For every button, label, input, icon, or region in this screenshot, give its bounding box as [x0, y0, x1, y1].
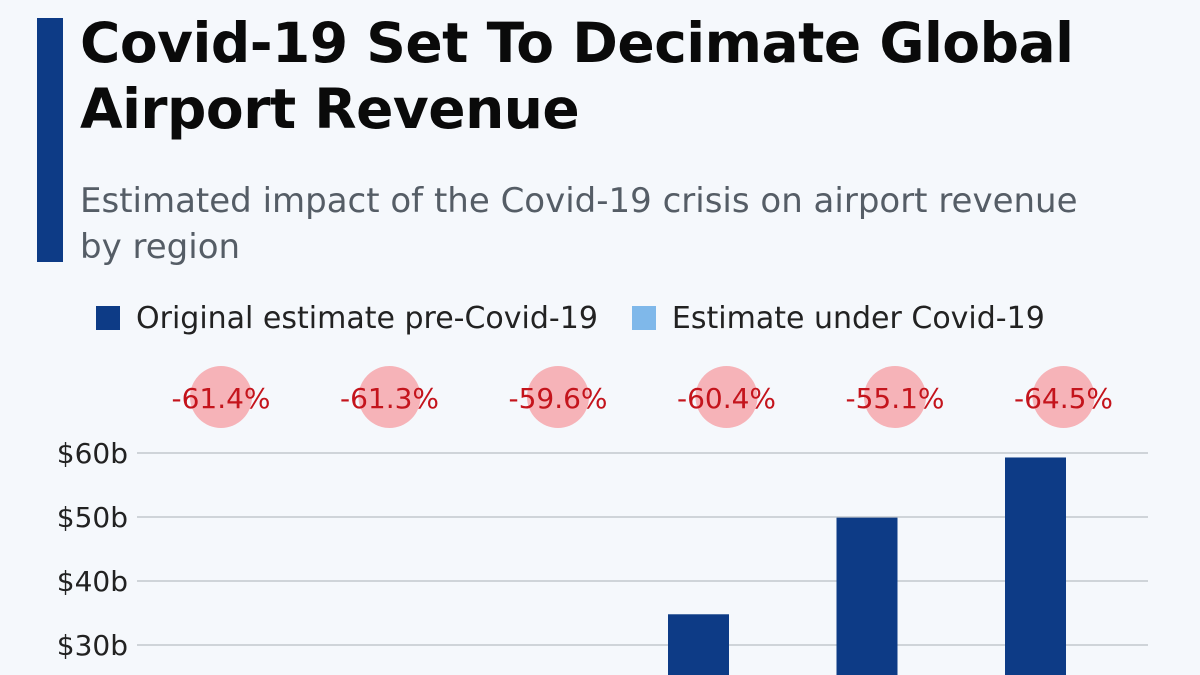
legend-swatch-original: [96, 306, 120, 330]
legend-item-covid: Estimate under Covid-19: [631, 300, 1045, 336]
bar-original: [668, 614, 729, 675]
change-label: -60.4%: [677, 382, 776, 415]
legend-item-original: Original estimate pre-Covid-19: [96, 301, 598, 336]
legend-label-covid: Estimate under Covid-19: [671, 300, 1045, 336]
bar-original: [836, 517, 898, 675]
chart-title: Covid-19 Set To Decimate Global Airport …: [80, 11, 1074, 141]
chart-subtitle: Estimated impact of the Covid-19 crisis …: [80, 181, 1078, 267]
y-tick-label: $50b: [57, 501, 128, 534]
change-label: -61.4%: [171, 382, 270, 415]
legend: Original estimate pre-Covid-19 Estimate …: [96, 298, 1079, 338]
change-bubble: [527, 366, 589, 428]
change-label: -55.1%: [845, 382, 944, 415]
accent-bar: [37, 18, 63, 262]
y-tick-label: $60b: [57, 437, 128, 470]
legend-label-original: Original estimate pre-Covid-19: [136, 300, 598, 336]
change-label: -59.6%: [508, 382, 607, 415]
change-label: -64.5%: [1014, 382, 1113, 415]
y-tick-label: $30b: [57, 629, 128, 662]
y-tick-label: $40b: [57, 565, 128, 598]
change-bubble: [1032, 366, 1095, 428]
change-label: -61.3%: [340, 382, 439, 415]
change-bubble: [864, 366, 926, 428]
change-bubble: [695, 366, 758, 428]
legend-swatch-covid: [631, 306, 656, 330]
change-bubble: [190, 366, 252, 428]
change-bubble: [358, 366, 421, 428]
bar-original: [1005, 457, 1066, 675]
